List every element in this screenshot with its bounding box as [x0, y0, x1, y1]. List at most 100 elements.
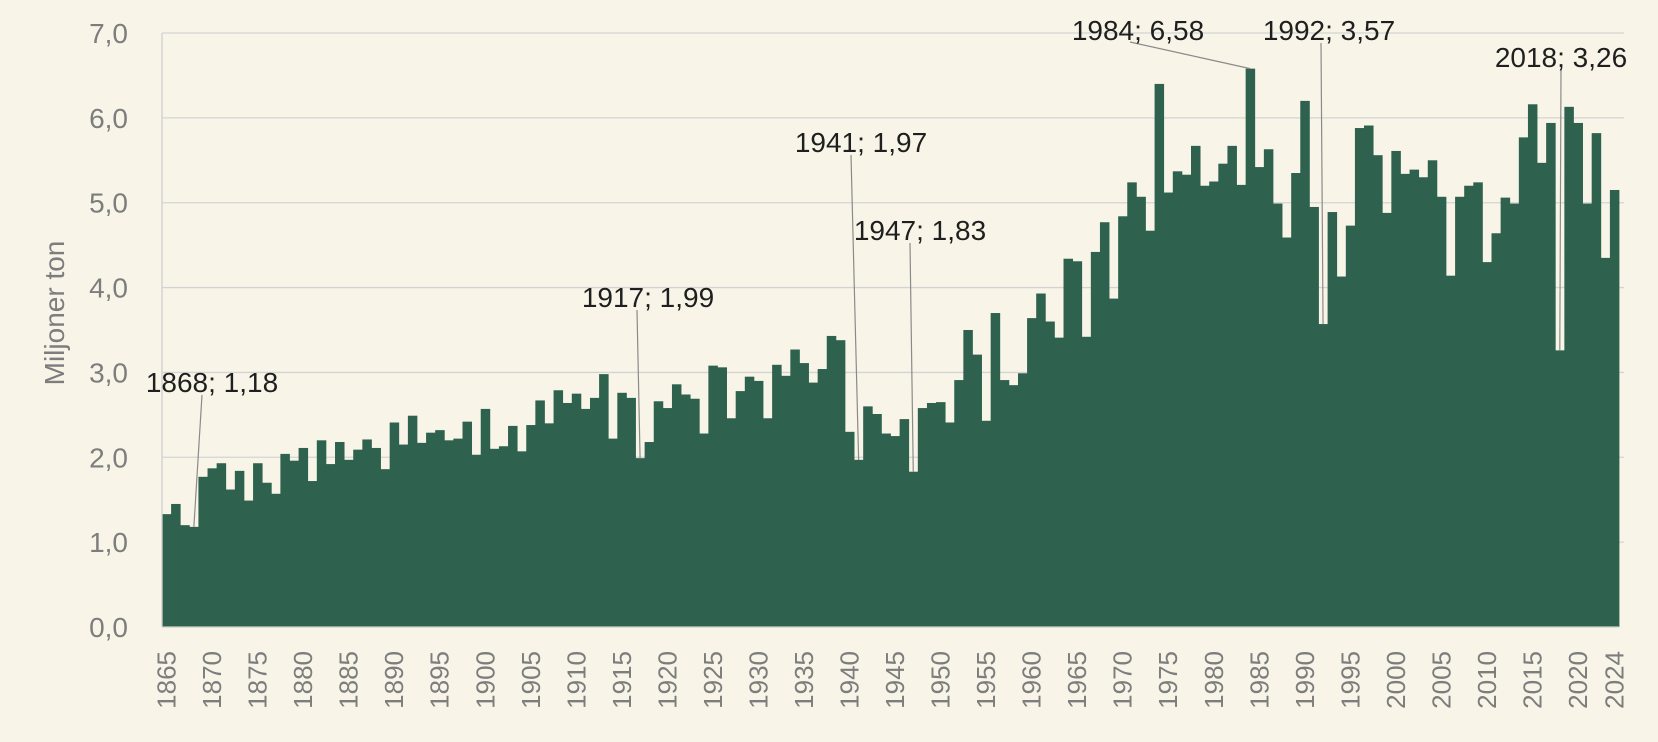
x-tick-label: 1960 [1017, 651, 1047, 709]
bar-1964 [1063, 258, 1074, 627]
x-tick-label: 1885 [334, 651, 364, 709]
bar-2012 [1500, 197, 1511, 627]
x-tick-label: 1980 [1199, 651, 1229, 709]
bar-1942 [863, 406, 873, 627]
bar-1903 [508, 425, 518, 627]
bar-1951 [945, 422, 955, 627]
annotation-leader [636, 309, 641, 459]
bar-1877 [271, 493, 281, 627]
bar-1935 [799, 363, 809, 627]
bar-1884 [335, 442, 345, 627]
bar-1898 [462, 421, 473, 627]
x-tick-label: 1875 [243, 651, 273, 709]
bar-1924 [699, 433, 709, 627]
bar-1959 [1017, 373, 1028, 627]
bar-1978 [1191, 145, 1201, 628]
x-tick-label: 1865 [152, 651, 182, 709]
y-tick-label: 7,0 [89, 18, 128, 49]
bar-1913 [599, 374, 609, 627]
bar-1886 [353, 449, 363, 627]
bar-1963 [1054, 337, 1064, 627]
bar-1909 [562, 402, 573, 627]
bar-1868 [189, 526, 199, 627]
bar-1929 [744, 376, 755, 627]
annotation-label: 1984; 6,58 [1072, 15, 1204, 46]
bar-1965 [1072, 261, 1083, 627]
bar-1879 [289, 460, 299, 627]
annotation-leader [850, 154, 860, 460]
bar-1968 [1099, 222, 1110, 627]
bar-1979 [1200, 185, 1210, 627]
bar-1932 [772, 364, 782, 627]
bar-1892 [407, 415, 418, 627]
bar-2001 [1400, 173, 1410, 627]
bar-1871 [216, 463, 227, 627]
y-tick-label: 1,0 [89, 527, 128, 558]
bar-1908 [553, 390, 564, 627]
bar-1949 [926, 402, 937, 627]
bar-2019 [1564, 106, 1574, 628]
bar-1882 [316, 440, 327, 627]
annotation-leader [909, 242, 914, 472]
bar-1912 [589, 397, 600, 627]
annotation-label: 1992; 3,57 [1263, 15, 1395, 46]
bar-2006 [1445, 275, 1456, 627]
y-tick-label: 4,0 [89, 273, 128, 304]
bar-1878 [280, 453, 290, 627]
bar-1957 [999, 380, 1010, 627]
bar-1907 [544, 423, 554, 627]
bar-1961 [1036, 293, 1046, 627]
annotation-label: 1947; 1,83 [854, 215, 986, 246]
bar-1980 [1209, 181, 1219, 627]
bar-1990 [1300, 100, 1310, 627]
bar-1895 [435, 430, 445, 627]
bar-1896 [444, 440, 454, 627]
bar-1985 [1254, 167, 1265, 627]
annotation-leader [1320, 42, 1324, 325]
x-tick-label: 1990 [1290, 651, 1320, 709]
bar-1955 [981, 420, 992, 627]
x-tick-label: 1965 [1062, 651, 1092, 709]
bar-1899 [471, 454, 482, 627]
bar-1939 [835, 340, 846, 627]
bar-2011 [1491, 233, 1502, 627]
bar-1982 [1227, 145, 1237, 628]
bars [162, 68, 1620, 628]
bar-1993 [1327, 212, 1338, 627]
bar-1946 [899, 419, 910, 627]
bar-1934 [790, 349, 800, 627]
bar-1865 [162, 514, 172, 627]
bar-2000 [1391, 150, 1401, 628]
bar-1977 [1181, 174, 1192, 627]
bar-1920 [662, 408, 673, 627]
bar-1870 [207, 468, 218, 627]
bar-1923 [690, 398, 700, 627]
annotation-label: 1941; 1,97 [795, 127, 927, 158]
x-tick-label: 1970 [1108, 651, 1138, 709]
x-tick-label: 1995 [1335, 651, 1365, 709]
bar-1874 [243, 500, 254, 627]
bar-2020 [1573, 122, 1583, 627]
bar-1933 [781, 375, 791, 627]
bar-1906 [535, 400, 545, 627]
bar-1916 [626, 397, 636, 627]
bar-1953 [963, 330, 973, 627]
y-tick-label: 3,0 [89, 357, 128, 388]
bar-1936 [808, 382, 819, 627]
bar-1922 [681, 394, 691, 627]
axes [161, 33, 1619, 628]
bar-1943 [872, 414, 882, 627]
bar-2004 [1427, 160, 1438, 628]
annotation-label: 2018; 3,26 [1495, 42, 1627, 73]
bar-2013 [1509, 203, 1520, 627]
bar-2016 [1537, 162, 1547, 627]
bar-1948 [917, 408, 928, 627]
x-tick-label: 2005 [1426, 651, 1456, 709]
bar-1873 [234, 470, 245, 627]
bar-1926 [717, 367, 727, 627]
bar-1915 [617, 392, 627, 627]
annotation-label: 1868; 1,18 [146, 367, 278, 398]
x-tick-label: 1910 [561, 651, 591, 709]
x-tick-labels: 1865 1870 1875 1880 1885 1890 1895 1900 1905 1910… [152, 651, 1630, 709]
